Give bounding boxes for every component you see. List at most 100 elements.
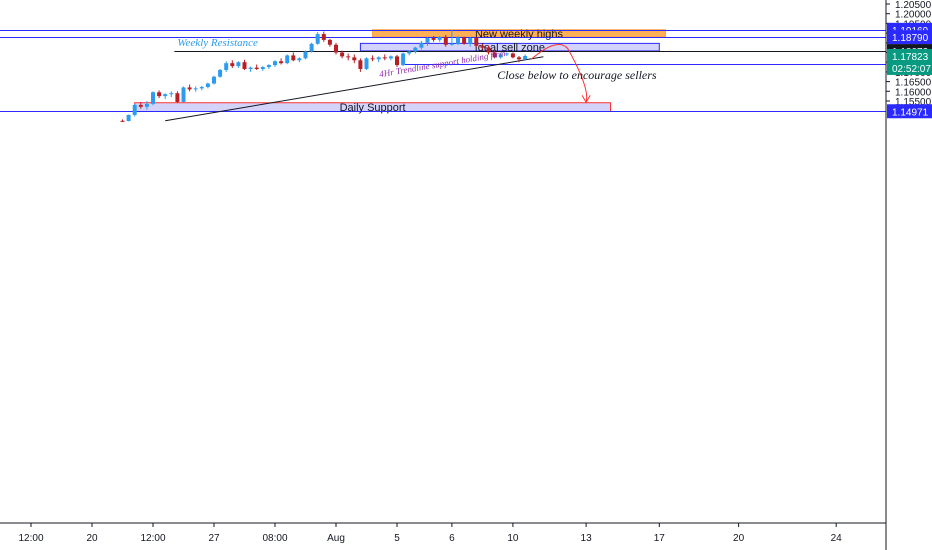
candle-body xyxy=(297,58,302,61)
candle-body xyxy=(126,114,131,121)
candle-body xyxy=(120,120,125,122)
trendline-layer xyxy=(165,56,544,122)
price-tick-label: 1.16500 xyxy=(895,78,932,89)
candle-body xyxy=(449,43,454,45)
candle-body xyxy=(352,57,357,61)
candle-body xyxy=(388,56,393,59)
candle-body xyxy=(315,34,320,44)
candle-body xyxy=(401,53,406,66)
candle-body xyxy=(144,103,149,107)
price-tick-label: 1.20000 xyxy=(895,10,932,21)
candle-body xyxy=(132,104,137,115)
time-axis[interactable]: 12:00 20 12:00 27 08:00 Aug 5 6 10 13 17 20 24 xyxy=(18,523,842,544)
candle-body xyxy=(468,37,473,44)
candle-body xyxy=(382,57,387,59)
candle-body xyxy=(358,60,363,69)
candle-body xyxy=(419,42,424,48)
time-tick-label: 27 xyxy=(208,533,220,544)
weekly-high-bottom-tag-label: 1.18790 xyxy=(892,33,929,44)
candle-body xyxy=(199,87,204,89)
candle-body xyxy=(321,34,326,40)
candle-body xyxy=(334,44,338,53)
projection-arrow xyxy=(530,43,588,103)
candle-body xyxy=(309,43,314,52)
candle-body xyxy=(523,55,528,60)
time-tick-label: 10 xyxy=(507,533,519,544)
time-tick-label: 20 xyxy=(733,533,745,544)
candle-body xyxy=(364,58,369,69)
candle-body xyxy=(431,37,436,40)
candle-body xyxy=(224,63,229,70)
candle-body xyxy=(248,67,253,69)
trendline xyxy=(165,56,544,122)
time-tick-label: 6 xyxy=(449,533,455,544)
candle-body xyxy=(242,62,247,69)
candle-body xyxy=(474,37,479,46)
price-tick-label: 1.15500 xyxy=(895,97,932,108)
time-tick-label: 13 xyxy=(581,533,593,544)
candle-body xyxy=(169,93,174,95)
time-tick-label: 24 xyxy=(831,533,843,544)
candle-body xyxy=(486,47,491,53)
price-tick-label: 1.16000 xyxy=(895,87,932,98)
time-tick-label: 20 xyxy=(86,533,98,544)
candle-body xyxy=(346,56,351,58)
candle-body xyxy=(266,65,271,68)
candle-body xyxy=(279,61,284,64)
close-below-label: Close below to encourage sellers xyxy=(497,68,657,82)
time-tick-label: 5 xyxy=(394,533,400,544)
projection-arrow-head xyxy=(581,95,591,104)
candle-body xyxy=(212,76,216,84)
candle-body xyxy=(370,58,375,60)
candle-body xyxy=(425,37,430,43)
candle-body xyxy=(504,53,509,55)
time-tick-label: 08:00 xyxy=(262,533,287,544)
candle-body xyxy=(291,55,296,61)
candle-body xyxy=(437,36,442,40)
candle-body xyxy=(138,104,143,107)
candle-body xyxy=(151,92,155,104)
candle-body xyxy=(498,54,503,58)
candle-body xyxy=(218,69,223,77)
current-price-label: 1.17823 xyxy=(892,52,929,63)
candle-body xyxy=(480,45,485,48)
candle-body xyxy=(303,51,308,59)
time-tick-label: 12:00 xyxy=(18,533,43,544)
candle-body xyxy=(205,83,210,88)
candle-body xyxy=(285,55,290,64)
candle-body xyxy=(456,37,460,44)
ideal-sell-zone xyxy=(359,42,660,52)
daily-support-zone-label: Daily Support xyxy=(340,102,406,114)
countdown-label: 02:52:07 xyxy=(892,64,931,75)
candle-body xyxy=(492,52,497,58)
price-tick-label: 1.20500 xyxy=(895,0,932,11)
candle-body xyxy=(163,94,168,97)
weekly-high-bottom-tag xyxy=(887,30,932,45)
candle-body xyxy=(181,87,186,102)
candles-layer xyxy=(120,29,528,122)
candle-body xyxy=(395,56,399,66)
time-tick-label: Aug xyxy=(327,533,345,544)
candle-body xyxy=(407,51,412,54)
candle-body xyxy=(254,67,259,69)
candle-body xyxy=(273,61,277,66)
candle-body xyxy=(340,52,345,57)
candle-body xyxy=(230,63,235,67)
daily-support-line-tag-label: 1.14971 xyxy=(892,107,929,118)
candle-body xyxy=(443,36,448,45)
price-axis[interactable]: 1.205001.200001.195001.190001.185001.180… xyxy=(886,0,932,119)
candle-body xyxy=(187,87,192,90)
daily-support-line-tag xyxy=(887,104,932,119)
candle-body xyxy=(175,93,180,102)
candle-body xyxy=(236,62,241,67)
candle-body xyxy=(462,37,467,44)
candle-body xyxy=(413,47,418,52)
levels-layer xyxy=(0,30,886,112)
candle-body xyxy=(260,67,265,69)
time-tick-label: 17 xyxy=(654,533,666,544)
candle-body xyxy=(517,57,521,60)
candle-body xyxy=(376,57,381,60)
candle-body xyxy=(193,88,198,90)
